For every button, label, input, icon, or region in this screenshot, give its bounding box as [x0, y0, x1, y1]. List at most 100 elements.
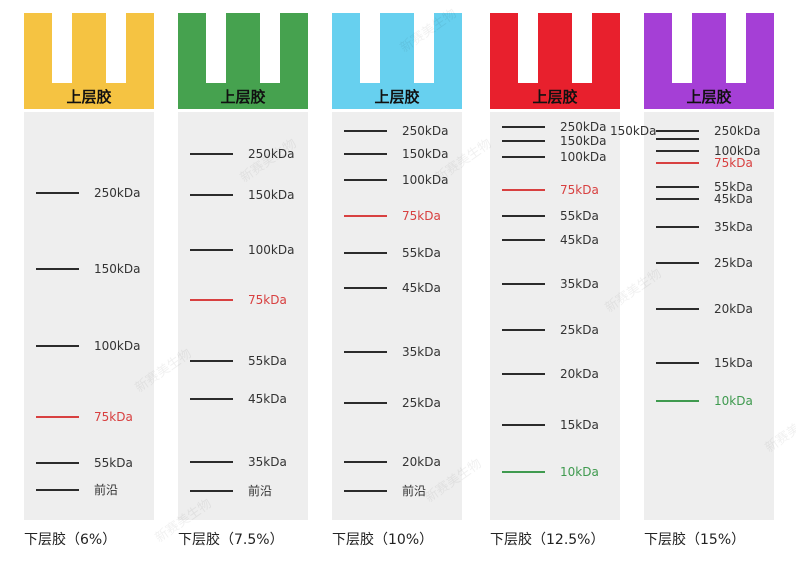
band-label: 100kDa [248, 243, 295, 257]
comb-well-2 [414, 13, 434, 83]
band-label: 75kDa [560, 183, 599, 197]
band-label: 10kDa [714, 394, 753, 408]
band-label: 45kDa [714, 192, 753, 206]
band-label: 100kDa [714, 144, 761, 158]
marker-band [190, 398, 233, 400]
marker-band [656, 400, 699, 402]
band-label: 150kDa [94, 262, 141, 276]
stacking-gel-label: 上层胶 [532, 88, 578, 106]
comb-well-2 [106, 13, 126, 83]
band-label: 35kDa [560, 277, 599, 291]
marker-band [190, 490, 233, 492]
band-label: 55kDa [248, 354, 287, 368]
band-label: 55kDa [714, 180, 753, 194]
marker-band [656, 226, 699, 228]
band-label: 20kDa [402, 455, 441, 469]
marker-band [190, 360, 233, 362]
stacking-gel-label: 上层胶 [686, 88, 732, 106]
marker-band [502, 424, 545, 426]
marker-band [190, 299, 233, 301]
band-label: 150kDa [402, 147, 449, 161]
separating-gel-percentage-label: 下层胶（6%） [24, 532, 117, 548]
marker-band [190, 153, 233, 155]
band-label: 35kDa [714, 220, 753, 234]
band-label: 20kDa [714, 302, 753, 316]
comb-well-1 [518, 13, 538, 83]
marker-band [36, 416, 79, 418]
marker-band [344, 351, 387, 353]
stacking-gel-comb [644, 13, 774, 109]
band-label: 35kDa [248, 455, 287, 469]
marker-band [36, 489, 79, 491]
band-label: 35kDa [402, 345, 441, 359]
band-label: 150kDa [248, 188, 295, 202]
band-label: 75kDa [248, 293, 287, 307]
marker-band [344, 153, 387, 155]
marker-band [502, 156, 545, 158]
band-label: 75kDa [94, 410, 133, 424]
marker-band [656, 186, 699, 188]
band-label: 250kDa [248, 147, 295, 161]
marker-band [656, 150, 699, 152]
marker-band [656, 162, 699, 164]
band-label: 25kDa [714, 256, 753, 270]
marker-band [502, 471, 545, 473]
comb-well-2 [726, 13, 746, 83]
marker-band [344, 215, 387, 217]
gel-column-gel-12-5: 上层胶 250kDa 150kDa 100kDa 75kDa 55kDa 45kDa 35kD… [490, 0, 626, 563]
band-label: 250kDa [560, 120, 607, 134]
marker-band [190, 194, 233, 196]
marker-band [502, 140, 545, 142]
marker-band [656, 138, 699, 140]
band-label: 45kDa [560, 233, 599, 247]
separating-gel [490, 112, 620, 520]
separating-gel-percentage-label: 下层胶（12.5%） [490, 532, 605, 548]
marker-band [502, 283, 545, 285]
marker-band [656, 308, 699, 310]
separating-gel [178, 112, 308, 520]
marker-band [190, 461, 233, 463]
gel-column-gel-15: 上层胶 250kDa 100kDa 75kDa 55kDa 45kDa 35kDa 25kDa… [610, 0, 780, 563]
band-label: 20kDa [560, 367, 599, 381]
marker-band [190, 249, 233, 251]
separating-gel [24, 112, 154, 520]
stacking-gel-comb [490, 13, 620, 109]
marker-band [502, 189, 545, 191]
marker-band [36, 462, 79, 464]
band-label: 15kDa [560, 418, 599, 432]
band-label: 150kDa [560, 134, 607, 148]
band-label: 100kDa [560, 150, 607, 164]
band-label: 100kDa [402, 173, 449, 187]
marker-band [502, 239, 545, 241]
stacking-gel-label: 上层胶 [220, 88, 266, 106]
gel-column-gel-6: 上层胶 250kDa 150kDa 100kDa 75kDa 55kDa 前沿 下层胶（6%） [24, 0, 160, 563]
marker-band [502, 215, 545, 217]
band-label: 55kDa [402, 246, 441, 260]
marker-band [36, 192, 79, 194]
band-label: 10kDa [560, 465, 599, 479]
stacking-gel-comb [332, 13, 462, 109]
comb-well-2 [260, 13, 280, 83]
band-label: 15kDa [714, 356, 753, 370]
separating-gel [644, 112, 774, 520]
marker-band [656, 262, 699, 264]
band-label: 75kDa [714, 156, 753, 170]
band-label: 前沿 [248, 484, 273, 498]
stacking-gel-label: 上层胶 [66, 88, 112, 106]
marker-band [36, 345, 79, 347]
separating-gel-percentage-label: 下层胶（15%） [644, 532, 746, 548]
marker-band [344, 490, 387, 492]
band-label: 55kDa [94, 456, 133, 470]
gel-column-gel-10: 上层胶 250kDa 150kDa 100kDa 75kDa 55kDa 45kDa 35kD… [332, 0, 468, 563]
comb-well-1 [52, 13, 72, 83]
marker-band [344, 179, 387, 181]
band-label-outside: 150kDa [610, 124, 657, 138]
marker-band [344, 130, 387, 132]
band-label: 250kDa [714, 124, 761, 138]
band-label: 250kDa [402, 124, 449, 138]
gel-column-gel-7-5: 上层胶 250kDa 150kDa 100kDa 75kDa 55kDa 45kDa 35kD… [178, 0, 314, 563]
marker-band [36, 268, 79, 270]
band-label: 75kDa [402, 209, 441, 223]
comb-well-1 [672, 13, 692, 83]
marker-band [656, 198, 699, 200]
